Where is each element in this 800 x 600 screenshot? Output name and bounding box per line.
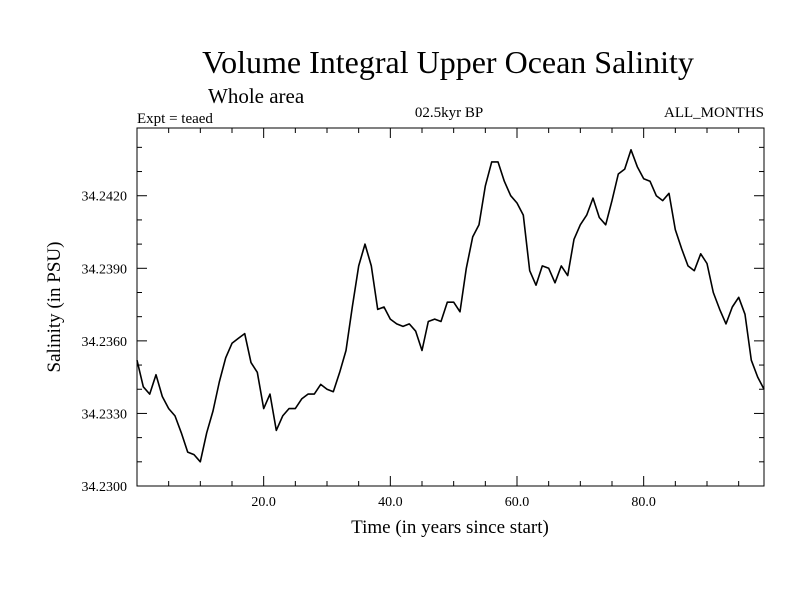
y-axis-label: Salinity (in PSU) <box>44 242 65 373</box>
experiment-label: Expt = teaed <box>137 111 213 127</box>
y-tick-label: 34.2390 <box>82 262 128 277</box>
plot-frame <box>136 127 765 487</box>
period-label: 02.5kyr BP <box>415 105 483 121</box>
y-tick-label: 34.2300 <box>82 480 128 495</box>
x-tick-label: 60.0 <box>505 495 530 510</box>
x-tick-label: 40.0 <box>378 495 403 510</box>
y-tick-labels: 34.2300 34.2330 34.2360 34.2390 34.2420 <box>82 190 128 495</box>
x-minor-ticks <box>168 128 740 486</box>
x-tick-label: 20.0 <box>251 495 276 510</box>
salinity-series-line <box>136 149 765 463</box>
x-tick-label: 80.0 <box>631 495 656 510</box>
chart-subtitle: Whole area <box>208 84 305 108</box>
months-label: ALL_MONTHS <box>664 105 764 121</box>
y-tick-label: 34.2420 <box>82 190 128 205</box>
y-minor-ticks <box>137 146 764 463</box>
y-tick-label: 34.2360 <box>82 335 128 350</box>
y-major-ticks <box>137 195 764 487</box>
y-tick-label: 34.2330 <box>82 407 128 422</box>
chart-title: Volume Integral Upper Ocean Salinity <box>202 44 694 80</box>
x-major-ticks <box>263 128 645 486</box>
x-tick-labels: 20.0 40.0 60.0 80.0 <box>251 495 656 510</box>
x-axis-label: Time (in years since start) <box>351 517 549 538</box>
